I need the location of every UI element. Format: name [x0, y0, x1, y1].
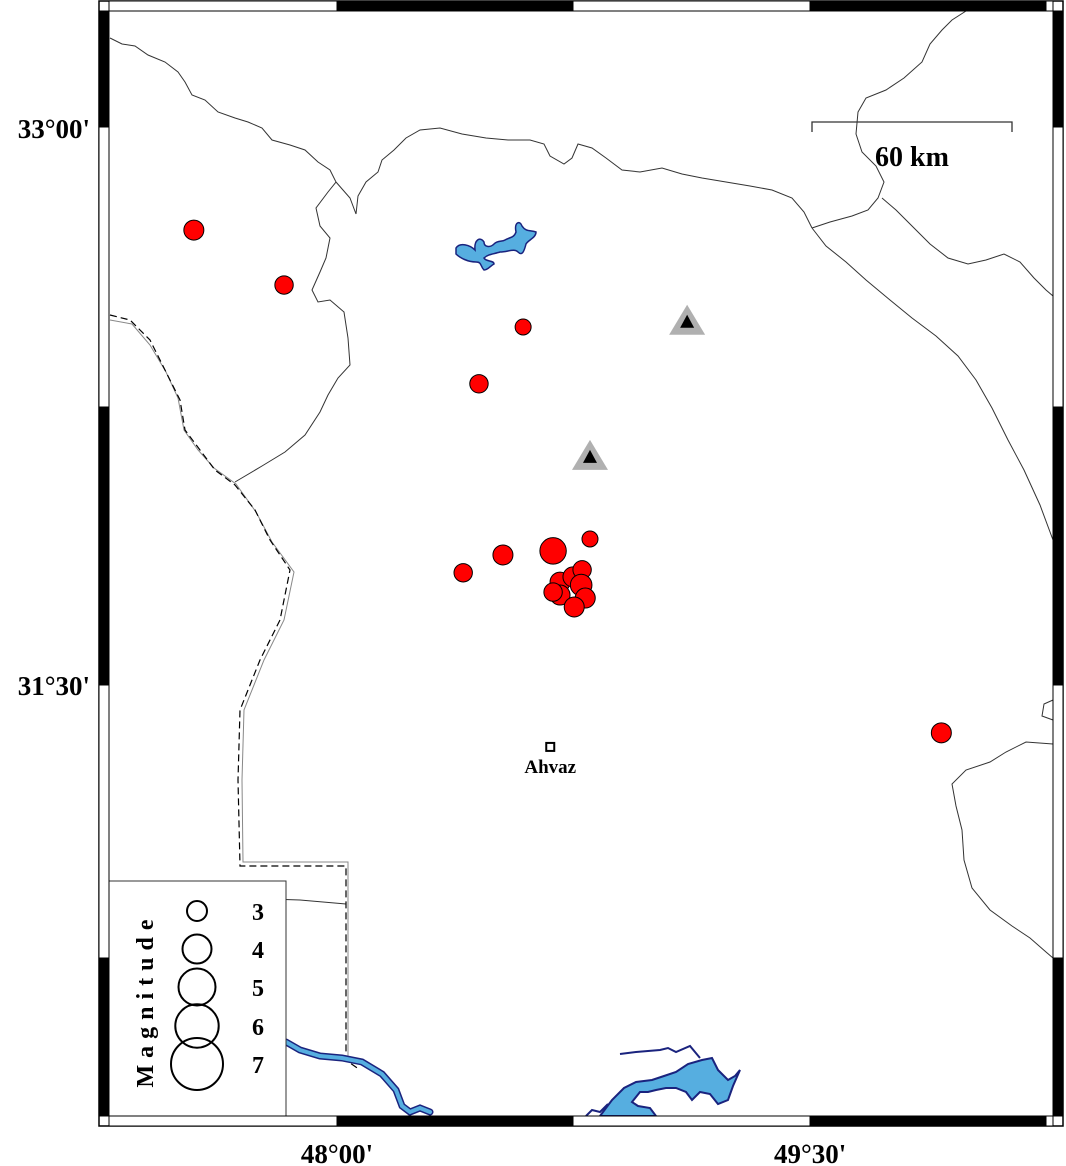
frame-segment [809, 0, 1047, 12]
earthquake-events [183, 219, 952, 744]
karun-river-fill [284, 1040, 432, 1115]
frame-segment [98, 957, 110, 1117]
city-label: Ahvaz [524, 757, 576, 778]
axis-labels: 33°00' 31°30' 48°00' 49°30' [18, 114, 847, 1166]
map-frame [98, 0, 1064, 1127]
frame-segment [1045, 0, 1054, 12]
frame-segment [1052, 10, 1064, 128]
earthquake-event [469, 374, 489, 394]
frame-segment [98, 126, 110, 408]
y-tick-label: 33°00' [18, 114, 90, 144]
frame-segment [1052, 406, 1064, 686]
province-border-north [335, 127, 813, 229]
legend-label: 7 [252, 1053, 264, 1079]
frame-segment [336, 0, 574, 12]
legend-circle [170, 1037, 224, 1091]
earthquake-event [492, 544, 514, 566]
earthquake-event [581, 530, 599, 548]
frame-segment [108, 0, 338, 12]
frame-segment [98, 684, 110, 959]
frame-segment [98, 10, 110, 128]
wetland-channels [619, 1044, 701, 1059]
earthquake-event [514, 318, 532, 336]
earthquake-event [539, 537, 567, 565]
station-inner-triangle [680, 314, 695, 328]
earthquake-event [183, 219, 205, 241]
earthquake-event [274, 275, 294, 295]
frame-segment [1045, 1115, 1054, 1127]
x-tick-label: 48°00' [301, 1139, 373, 1166]
frame-segment [108, 1115, 338, 1127]
legend-circle [174, 1003, 220, 1049]
frame-segment [1052, 957, 1064, 1117]
international-border [109, 314, 361, 1071]
frame-segment [336, 1115, 574, 1127]
province-border-northeast [811, 10, 967, 229]
city-ahvaz: Ahvaz [524, 741, 577, 778]
legend-label: 5 [252, 976, 264, 1002]
earthquake-event [543, 582, 563, 602]
earthquake-event [930, 722, 952, 744]
legend-circle [186, 900, 208, 922]
seismic-stations [571, 304, 706, 470]
county-border-east [881, 197, 1054, 297]
legend-label: 6 [252, 1015, 264, 1041]
square-marker-icon [545, 741, 556, 752]
dez-reservoir [455, 221, 537, 271]
frame-segment [809, 1115, 1047, 1127]
shadegan-wetland [598, 1056, 741, 1117]
province-border-east [811, 227, 1054, 541]
x-tick-label: 49°30' [774, 1139, 846, 1166]
legend-title: Magnitude [133, 912, 159, 1087]
scale-bar-label: 60 km [875, 142, 949, 173]
y-tick-label: 31°30' [18, 671, 90, 701]
province-border [109, 37, 351, 483]
legend-circle [177, 967, 217, 1007]
wetland-channel-west [585, 1103, 609, 1117]
earthquake-event [563, 596, 585, 618]
station-inner-triangle [582, 449, 597, 463]
province-border-southeast [951, 741, 1054, 959]
frame-segment [572, 1115, 811, 1127]
scale-bar: 60 km [811, 121, 1013, 173]
legend-label: 3 [252, 900, 264, 926]
water-bodies [282, 221, 741, 1117]
frame-segment [98, 406, 110, 686]
legend: Magnitude 3 4 5 6 7 [108, 880, 287, 1117]
frame-segment [1052, 684, 1064, 959]
frame-segment [1052, 126, 1064, 408]
triangle-icon [571, 439, 608, 470]
frame-segment [572, 0, 811, 12]
border-southeast-minor [1041, 699, 1054, 721]
scale-bar-line [811, 121, 1013, 132]
earthquake-event [453, 563, 473, 583]
legend-circle [181, 933, 213, 965]
triangle-icon [669, 304, 706, 335]
legend-label: 4 [252, 938, 264, 964]
